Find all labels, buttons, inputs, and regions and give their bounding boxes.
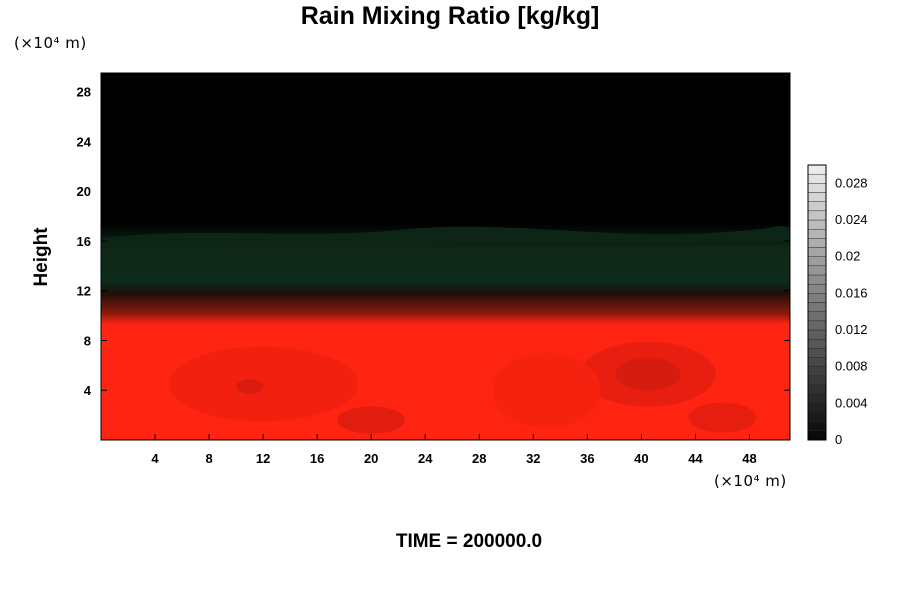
x-tick-label: 20 (364, 451, 378, 466)
x-axis: 4 8 12 16 20 24 28 32 36 40 44 48 (151, 73, 757, 466)
colorbar-segment (807, 393, 827, 404)
colorbar-tick-label: 0.028 (835, 175, 868, 190)
colorbar-segment (807, 320, 827, 331)
y-tick-label: 16 (77, 234, 91, 249)
y-axis-unit: (×10⁴ m) (14, 34, 87, 52)
colorbar-segment (807, 219, 827, 230)
colorbar-frame (807, 164, 827, 441)
colorbar-tick-label: 0.012 (835, 322, 868, 337)
upper-boundary-layer (101, 225, 790, 248)
y-tick-label: 28 (77, 85, 91, 100)
x-tick-label: 32 (526, 451, 540, 466)
colorbar-segment (807, 283, 827, 294)
colorbar-segment (807, 247, 827, 257)
colorbar-segment (807, 201, 827, 212)
colorbar-tick-label: 0.02 (835, 249, 860, 264)
colorbar-tick-label: 0 (835, 432, 842, 447)
x-tick-label: 48 (742, 451, 756, 466)
colorbar-segment (807, 403, 827, 413)
x-tick-label: 28 (472, 451, 486, 466)
colorbar-segment (807, 375, 827, 386)
x-tick-label: 40 (634, 451, 648, 466)
colorbar-segment (807, 173, 827, 184)
x-axis-unit: (×10⁴ m) (714, 472, 787, 490)
x-tick-label: 44 (688, 451, 703, 466)
y-tick-label: 4 (84, 383, 92, 398)
colorbar-tick-label: 0.024 (835, 212, 868, 227)
y-tick-label: 24 (77, 134, 92, 149)
colorbar-segment (807, 164, 827, 175)
colorbar-segment (807, 357, 827, 367)
x-tick-label: 12 (256, 451, 270, 466)
field-feature-6 (688, 402, 757, 433)
colorbar-tick-label: 0.004 (835, 395, 868, 410)
y-axis: 4 8 12 16 20 24 28 (77, 85, 790, 398)
colorbar-segment (807, 338, 827, 349)
field-feature-5 (236, 379, 264, 394)
colorbar-segment (807, 302, 827, 312)
x-tick-label: 8 (205, 451, 212, 466)
colorbar-segment (807, 274, 827, 285)
colorbar-segment (807, 183, 827, 193)
x-tick-label: 36 (580, 451, 594, 466)
colorbar-segment (807, 348, 827, 358)
plot-area (100, 72, 791, 441)
colorbar-tick-label: 0.016 (835, 285, 868, 300)
colorbar-segment (807, 238, 827, 248)
colorbar-segment (807, 293, 827, 303)
colorbar-segment (807, 430, 827, 441)
field-feature-3 (492, 352, 601, 428)
colorbar: 0 0.004 0.008 0.012 0.016 0.02 0.024 0.028 (807, 164, 868, 447)
x-tick-label: 24 (418, 451, 433, 466)
plot-frame (100, 72, 791, 441)
colorbar-tick-label: 0.008 (835, 359, 868, 374)
colorbar-segment (807, 412, 827, 422)
colorbar-segment (807, 329, 827, 340)
x-tick-label: 16 (310, 451, 324, 466)
colorbar-segment (807, 256, 827, 267)
colorbar-segment (807, 228, 827, 239)
field-feature-0 (168, 346, 358, 422)
colorbar-segment (807, 311, 827, 322)
colorbar-segment (807, 192, 827, 202)
field-feature-2 (615, 357, 681, 391)
y-tick-label: 12 (77, 284, 91, 299)
colorbar-segment (807, 210, 827, 221)
colorbar-segment (807, 384, 827, 395)
field-feature-4 (337, 406, 405, 434)
colorbar-segment (807, 366, 827, 377)
colorbar-segment (807, 265, 827, 276)
chart-title: Rain Mixing Ratio [kg/kg] (300, 2, 600, 30)
time-label: TIME = 200000.0 (395, 531, 543, 552)
colorbar-segment (807, 421, 827, 432)
y-tick-label: 8 (84, 333, 91, 348)
x-tick-label: 4 (151, 451, 159, 466)
y-tick-label: 20 (77, 184, 91, 199)
